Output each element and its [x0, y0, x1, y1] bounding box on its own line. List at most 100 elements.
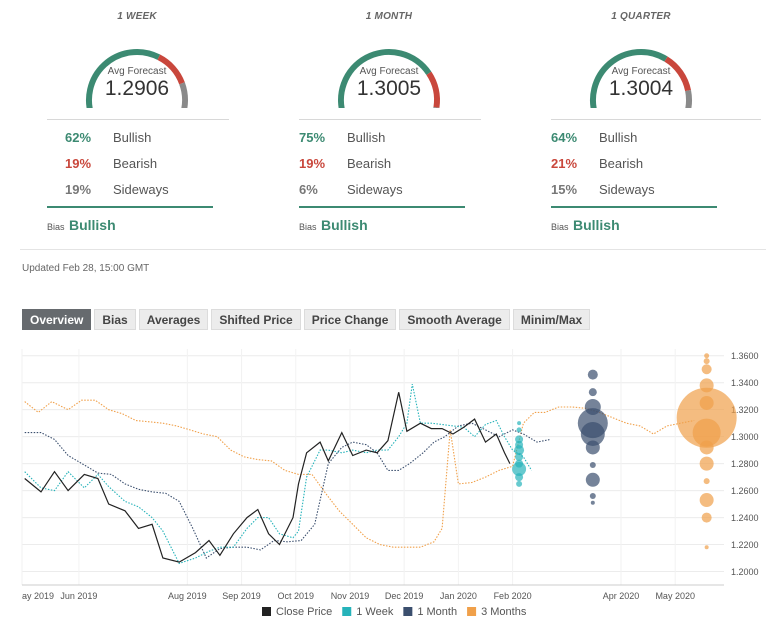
bias: Bias Bullish	[551, 217, 620, 233]
bias-divider	[551, 206, 717, 208]
legend-label: 1 Week	[356, 606, 394, 618]
chart-tabs: Overview Bias Averages Shifted Price Pri…	[22, 309, 591, 330]
bias-divider	[299, 206, 465, 208]
x-tick-label: Jun 2019	[60, 591, 97, 601]
forecast-bubble-quarter	[699, 440, 714, 455]
sideways-stat: 6% Sideways	[299, 182, 403, 197]
divider	[47, 119, 229, 120]
forecast-bubble-week	[515, 452, 524, 461]
gauge-month	[338, 49, 440, 108]
bias-divider	[47, 206, 213, 208]
forecast-bubble-quarter	[703, 358, 710, 365]
forecast-bubble-week	[517, 421, 522, 426]
section-divider	[20, 249, 766, 250]
gauge-bearish-arc	[664, 56, 692, 92]
x-tick-label: May 2020	[655, 591, 695, 601]
x-tick-label: Sep 2019	[222, 591, 261, 601]
panel-title: 1 WEEK	[117, 11, 157, 22]
panel-title: 1 QUARTER	[611, 11, 671, 22]
gauge-bearish-arc	[157, 54, 185, 85]
updated-timestamp: Updated Feb 28, 15:00 GMT	[22, 263, 150, 274]
series-line-week	[24, 383, 533, 565]
panel-title: 1 MONTH	[365, 11, 413, 22]
avg-forecast-label: Avg Forecast	[359, 66, 419, 77]
gauge-sideways-arc	[685, 89, 692, 108]
x-tick-label: Oct 2019	[277, 591, 314, 601]
gauge-week	[86, 49, 188, 108]
gauge-bullish-arc	[86, 49, 161, 108]
avg-forecast-value: 1.3004	[608, 77, 674, 100]
tab-overview[interactable]: Overview	[22, 309, 92, 330]
tab-minim-max[interactable]: Minim/Max	[512, 309, 591, 330]
y-tick-label: 1.3600	[731, 351, 759, 361]
avg-forecast-value: 1.3005	[356, 77, 422, 100]
forecast-chart: 1.3600 1.3400 1.3200 1.3000 1.2800 1.2600 1.24…	[21, 349, 759, 618]
tab-bias[interactable]: Bias	[94, 309, 136, 330]
forecast-bubble-quarter	[701, 364, 712, 375]
series-line-month	[24, 422, 551, 559]
bullish-stat: 75% Bullish	[299, 130, 386, 145]
y-tick-label: 1.3400	[731, 378, 759, 388]
series-line-close	[24, 392, 511, 563]
x-tick-label: Dec 2019	[385, 591, 424, 601]
gauge-sideways-arc	[433, 106, 440, 108]
legend-item-quarter[interactable]: 3 Months	[467, 606, 527, 618]
tab-shifted-price[interactable]: Shifted Price	[211, 309, 301, 330]
tab-smooth-average[interactable]: Smooth Average	[399, 309, 510, 330]
forecast-bubble-quarter	[704, 353, 710, 359]
forecast-bubble-month	[585, 472, 600, 487]
forecast-bubble-quarter	[676, 387, 737, 448]
x-tick-label: Apr 2020	[603, 591, 640, 601]
gauge-bullish-arc	[338, 49, 432, 108]
forecast-bubble-month	[588, 388, 597, 397]
tab-averages[interactable]: Averages	[138, 309, 209, 330]
avg-forecast-value: 1.2906	[104, 77, 170, 100]
bullish-stat: 62% Bullish	[65, 130, 152, 145]
forecast-bubble-quarter	[701, 512, 712, 523]
forecast-bubble-month	[585, 440, 600, 455]
legend-label: 3 Months	[481, 606, 527, 618]
tab-price-change[interactable]: Price Change	[303, 309, 397, 330]
x-tick-label: Nov 2019	[331, 591, 370, 601]
y-tick-label: 1.3000	[731, 432, 759, 442]
legend-item-close[interactable]: Close Price	[262, 606, 332, 618]
y-tick-label: 1.3200	[731, 405, 759, 415]
gauge-bullish-arc	[590, 49, 668, 108]
y-tick-label: 1.2000	[731, 567, 759, 577]
avg-forecast-label: Avg Forecast	[611, 66, 671, 77]
x-tick-label: Jan 2020	[440, 591, 477, 601]
legend-label: Close Price	[276, 606, 332, 618]
forecast-bubble-week	[516, 480, 523, 487]
x-tick-label: Aug 2019	[168, 591, 207, 601]
forecast-panel-quarter: 1 QUARTER Avg Forecast 1.3004 64% Bullish…	[521, 0, 761, 245]
y-tick-label: 1.2600	[731, 486, 759, 496]
bullish-stat: 64% Bullish	[551, 130, 638, 145]
forecast-bubble-quarter	[692, 418, 721, 447]
x-tick-label: ay 2019	[22, 591, 54, 601]
bias: Bias Bullish	[47, 217, 116, 233]
bias: Bias Bullish	[299, 217, 368, 233]
bearish-stat: 19% Bearish	[65, 156, 158, 171]
forecast-bubble-quarter	[703, 478, 710, 485]
gauge-quarter	[590, 49, 692, 108]
legend-item-month[interactable]: 1 Month	[403, 606, 457, 618]
gauge-sideways-arc	[179, 82, 188, 108]
avg-forecast-label: Avg Forecast	[107, 66, 167, 77]
forecast-bubble-week	[515, 473, 524, 482]
forecast-panel-month: 1 MONTH Avg Forecast 1.3005 75% Bullish 1…	[269, 0, 509, 245]
y-tick-label: 1.2800	[731, 459, 759, 469]
forecast-bubble-week	[514, 445, 525, 456]
forecast-bubble-month	[589, 461, 596, 468]
forecast-bubble-week	[516, 427, 522, 433]
forecast-bubble-quarter	[699, 493, 714, 508]
legend-item-week[interactable]: 1 Week	[342, 606, 394, 618]
legend-label: 1 Month	[417, 606, 457, 618]
bearish-stat: 19% Bearish	[299, 156, 392, 171]
forecast-panel-week: 1 WEEK Avg Forecast 1.2906 62% Bullish 19…	[17, 0, 257, 245]
forecast-bubble-month	[580, 421, 605, 446]
x-tick-label: Feb 2020	[494, 591, 532, 601]
forecast-bubble-quarter	[699, 456, 714, 471]
bearish-stat: 21% Bearish	[551, 156, 644, 171]
forecast-bubble-month	[587, 369, 598, 380]
forecast-bubble-week	[512, 462, 527, 477]
